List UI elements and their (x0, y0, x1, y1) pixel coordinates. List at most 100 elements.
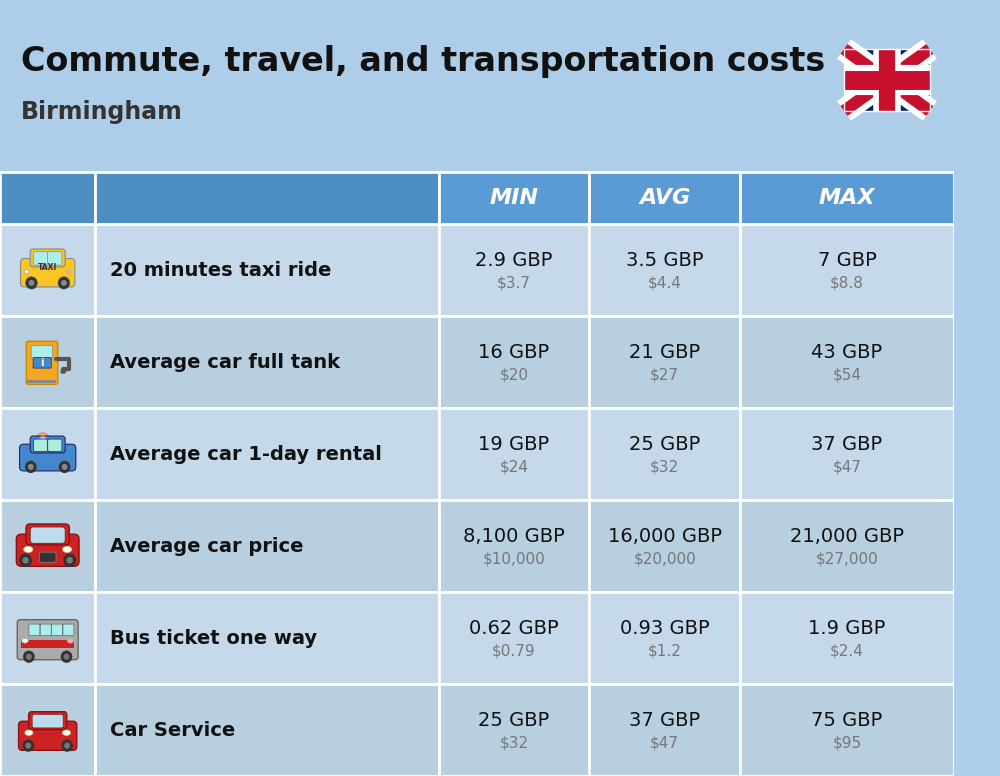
Ellipse shape (34, 714, 39, 718)
FancyBboxPatch shape (47, 251, 62, 265)
Text: Commute, travel, and transportation costs: Commute, travel, and transportation cost… (21, 45, 825, 78)
Text: 25 GBP: 25 GBP (478, 711, 550, 729)
Bar (0, 316, 95, 408)
Bar (589, 684, 740, 776)
FancyBboxPatch shape (30, 249, 65, 267)
Bar (740, 684, 954, 776)
Text: 19 GBP: 19 GBP (478, 435, 550, 453)
Circle shape (19, 553, 32, 567)
Bar (439, 684, 589, 776)
Text: $32: $32 (499, 736, 529, 750)
Text: $10,000: $10,000 (483, 552, 545, 566)
Bar (589, 592, 740, 684)
Bar (439, 408, 589, 500)
Circle shape (66, 557, 73, 563)
Text: i: i (40, 358, 44, 368)
Text: MAX: MAX (819, 188, 875, 208)
Text: 16,000 GBP: 16,000 GBP (608, 526, 722, 546)
Bar (740, 224, 954, 316)
FancyBboxPatch shape (16, 534, 79, 566)
Ellipse shape (63, 546, 72, 553)
Text: 2.9 GBP: 2.9 GBP (475, 251, 553, 269)
Text: 8,100 GBP: 8,100 GBP (463, 526, 565, 546)
Circle shape (25, 743, 31, 749)
FancyBboxPatch shape (20, 444, 76, 471)
Ellipse shape (66, 270, 71, 273)
Ellipse shape (31, 712, 42, 719)
Circle shape (59, 461, 70, 473)
Bar (740, 172, 954, 224)
FancyBboxPatch shape (30, 436, 65, 453)
Bar (740, 500, 954, 592)
FancyBboxPatch shape (63, 624, 74, 636)
Text: Bus ticket one way: Bus ticket one way (110, 629, 317, 647)
Text: $0.79: $0.79 (492, 643, 536, 659)
Bar (0, 224, 95, 316)
Text: TAXI: TAXI (38, 263, 57, 272)
Bar (439, 592, 589, 684)
Text: 37 GBP: 37 GBP (629, 711, 700, 729)
Circle shape (61, 740, 73, 752)
Text: $27: $27 (650, 368, 679, 383)
Bar (95, 500, 439, 592)
Text: 1.9 GBP: 1.9 GBP (808, 618, 886, 638)
Text: $20,000: $20,000 (633, 552, 696, 566)
Text: $24: $24 (500, 459, 529, 474)
Bar (0, 592, 95, 684)
Ellipse shape (25, 730, 33, 736)
Bar (95, 684, 439, 776)
Bar (589, 224, 740, 316)
Text: $1.2: $1.2 (648, 643, 682, 659)
Bar (95, 172, 439, 224)
Bar (0, 684, 95, 776)
Circle shape (29, 280, 34, 286)
Bar (740, 316, 954, 408)
Circle shape (40, 436, 46, 443)
Text: 3.5 GBP: 3.5 GBP (626, 251, 703, 269)
Ellipse shape (67, 639, 74, 643)
Text: AVG: AVG (639, 188, 690, 208)
Text: 7 GBP: 7 GBP (818, 251, 876, 269)
Circle shape (23, 650, 35, 663)
Text: $54: $54 (832, 368, 861, 383)
Bar (844, 49, 930, 111)
FancyBboxPatch shape (30, 527, 65, 543)
FancyBboxPatch shape (26, 524, 69, 545)
Text: 20 minutes taxi ride: 20 minutes taxi ride (110, 261, 331, 279)
Bar (589, 500, 740, 592)
Ellipse shape (56, 714, 62, 718)
Text: 25 GBP: 25 GBP (629, 435, 700, 453)
FancyBboxPatch shape (33, 251, 48, 265)
Bar (21, 640, 74, 647)
Text: Average car price: Average car price (110, 536, 303, 556)
Circle shape (26, 653, 32, 660)
FancyBboxPatch shape (33, 439, 48, 452)
FancyBboxPatch shape (17, 620, 78, 660)
FancyBboxPatch shape (48, 439, 62, 452)
Text: $95: $95 (832, 736, 861, 750)
FancyBboxPatch shape (19, 721, 77, 750)
Circle shape (62, 464, 67, 470)
Circle shape (61, 650, 72, 663)
Text: Average car full tank: Average car full tank (110, 352, 340, 372)
Ellipse shape (54, 712, 64, 719)
Ellipse shape (62, 730, 71, 736)
Circle shape (28, 464, 34, 470)
Bar (95, 316, 439, 408)
Circle shape (26, 277, 37, 289)
FancyBboxPatch shape (29, 712, 67, 729)
Circle shape (22, 740, 34, 752)
Bar (439, 172, 589, 224)
FancyBboxPatch shape (40, 624, 51, 636)
Text: $27,000: $27,000 (816, 552, 878, 566)
Bar (844, 49, 930, 111)
Text: $2.4: $2.4 (830, 643, 864, 659)
Text: 0.62 GBP: 0.62 GBP (469, 618, 559, 638)
Text: 37 GBP: 37 GBP (811, 435, 882, 453)
FancyBboxPatch shape (32, 715, 63, 728)
Text: 43 GBP: 43 GBP (811, 342, 882, 362)
Bar (740, 408, 954, 500)
Text: 75 GBP: 75 GBP (811, 711, 883, 729)
Text: $47: $47 (832, 459, 861, 474)
Circle shape (25, 461, 37, 473)
